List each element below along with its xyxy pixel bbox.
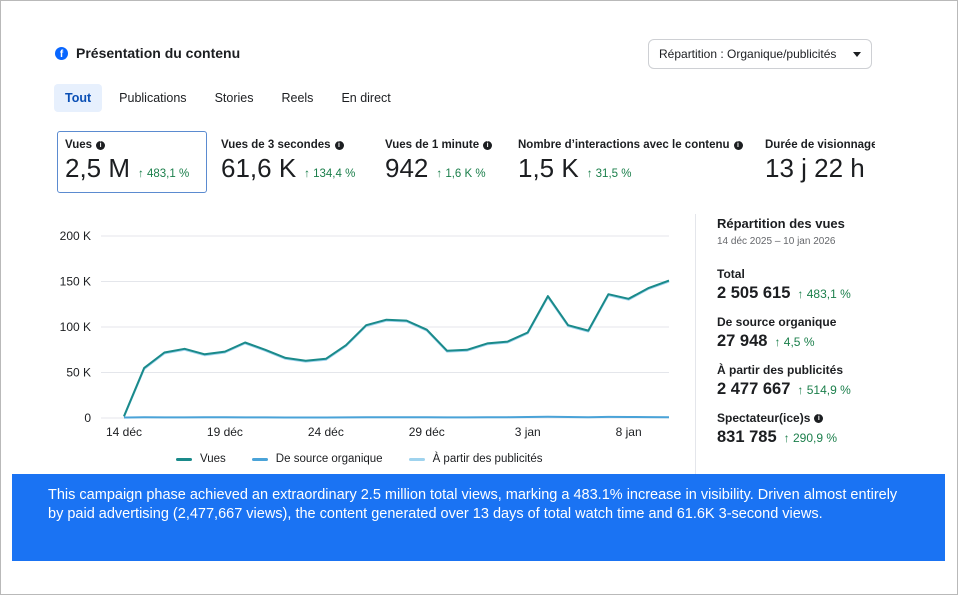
- stat-label: Spectateur(ice)s: [717, 411, 811, 425]
- legend-swatch: [176, 457, 192, 461]
- metric-label: Vues de 1 minute: [385, 139, 480, 151]
- panel-title: Répartition des vues: [717, 216, 845, 231]
- info-icon[interactable]: i: [733, 140, 743, 150]
- legend-item-organique[interactable]: De source organique: [251, 453, 383, 465]
- stat-value: 2 505 615: [717, 284, 791, 302]
- metric-change: ↑ 483,1 %: [138, 168, 190, 180]
- metric-label-row: Vues de 3 secondes i: [221, 139, 355, 151]
- legend-label: De source organique: [275, 453, 383, 465]
- stat-row: 831 785 ↑ 290,9 %: [717, 428, 957, 447]
- stat-change: ↑ 483,1 %: [797, 287, 851, 301]
- tab-publications[interactable]: Publications: [119, 91, 187, 105]
- stat-organic: De source organique 27 948 ↑ 4,5 %: [717, 315, 957, 351]
- stat-value: 2 477 667: [717, 380, 791, 398]
- legend-item-vues[interactable]: Vues: [176, 453, 226, 465]
- metric-value: 61,6 K: [221, 153, 297, 183]
- metric-change: ↑ 1,6 K %: [436, 168, 486, 180]
- stat-change: ↑ 290,9 %: [783, 431, 838, 445]
- metric-label-row: Durée de visionnage: [765, 139, 875, 151]
- content-type-tabs: Tout Publications Stories Reels En direc…: [54, 84, 408, 112]
- legend-swatch: [408, 457, 425, 461]
- metric-card-watch-time[interactable]: Durée de visionnage 13 j 22 h: [765, 131, 875, 193]
- stat-row: 2 477 667 ↑ 514,9 %: [717, 380, 957, 399]
- y-tick-label: 200 K: [60, 229, 91, 243]
- y-tick-label: 0: [84, 411, 91, 425]
- chevron-down-icon: [853, 51, 861, 57]
- panel-date-range: 14 déc 2025 – 10 jan 2026: [717, 236, 836, 247]
- y-tick-label: 100 K: [60, 320, 91, 334]
- tab-en-direct[interactable]: En direct: [341, 91, 391, 105]
- metric-label-row: Vues i: [65, 139, 199, 151]
- summary-caption: This campaign phase achieved an extraord…: [12, 474, 945, 561]
- metric-value: 2,5 M: [65, 153, 131, 183]
- metric-label: Vues de 3 secondes: [221, 139, 331, 151]
- legend-item-publicites[interactable]: À partir des publicités: [408, 453, 543, 465]
- x-tick-label: 29 déc: [409, 425, 445, 439]
- y-tick-label: 150 K: [60, 275, 91, 289]
- metric-card-vues-3s[interactable]: Vues de 3 secondes i 61,6 K ↑ 134,4 %: [221, 131, 355, 193]
- page-header: f Présentation du contenu: [55, 45, 240, 61]
- legend-swatch: [251, 457, 268, 461]
- panel-divider: [695, 214, 696, 476]
- info-icon[interactable]: i: [483, 140, 493, 150]
- metric-row: 13 j 22 h: [765, 153, 875, 184]
- stat-value: 27 948: [717, 332, 768, 350]
- x-tick-label: 24 déc: [308, 425, 344, 439]
- info-icon[interactable]: i: [814, 413, 824, 423]
- legend-label: Vues: [200, 453, 226, 465]
- metric-label: Nombre d’interactions avec le contenu: [518, 139, 730, 151]
- stat-label-row: Spectateur(ice)s i: [717, 411, 957, 425]
- x-tick-label: 3 jan: [515, 425, 541, 439]
- views-line-chart: 200 K 150 K 100 K 50 K 0 14 déc 19 déc 24 déc 29…: [60, 229, 670, 439]
- facebook-icon: f: [55, 46, 68, 60]
- stat-viewers: Spectateur(ice)s i 831 785 ↑ 290,9 %: [717, 411, 957, 447]
- metric-row: 1,5 K ↑ 31,5 %: [518, 153, 743, 184]
- metric-value: 1,5 K: [518, 153, 579, 183]
- metric-value: 13 j 22 h: [765, 153, 865, 183]
- x-tick-label: 8 jan: [616, 425, 642, 439]
- info-icon[interactable]: i: [334, 140, 344, 150]
- metric-label: Durée de visionnage: [765, 139, 875, 151]
- views-breakdown-panel: Répartition des vues 14 déc 2025 – 10 ja…: [717, 216, 957, 447]
- stat-change: ↑ 514,9 %: [797, 383, 851, 397]
- metric-card-vues-1min[interactable]: Vues de 1 minute i 942 ↑ 1,6 K %: [385, 131, 493, 193]
- y-tick-label: 50 K: [66, 366, 91, 380]
- metric-label-row: Nombre d’interactions avec le contenu i: [518, 139, 743, 151]
- series-line-1: [123, 415, 670, 419]
- stat-value: 831 785: [717, 428, 777, 446]
- stat-label: De source organique: [717, 315, 837, 329]
- stat-ads: À partir des publicités 2 477 667 ↑ 514,…: [717, 363, 957, 399]
- metric-card-vues[interactable]: Vues i 2,5 M ↑ 483,1 %: [57, 131, 207, 193]
- metric-value: 942: [385, 153, 429, 183]
- series-line-2: [123, 280, 670, 417]
- x-tick-label: 19 déc: [207, 425, 243, 439]
- metric-row: 2,5 M ↑ 483,1 %: [65, 153, 199, 184]
- metric-row: 61,6 K ↑ 134,4 %: [221, 153, 355, 184]
- stat-row: 27 948 ↑ 4,5 %: [717, 332, 957, 351]
- page-title: Présentation du contenu: [76, 45, 241, 61]
- breakdown-dropdown[interactable]: Répartition : Organique/publicités: [648, 39, 872, 69]
- tab-tout[interactable]: Tout: [54, 84, 103, 112]
- metric-change: ↑ 31,5 %: [586, 168, 632, 180]
- tab-reels[interactable]: Reels: [281, 91, 314, 105]
- stat-row: 2 505 615 ↑ 483,1 %: [717, 284, 957, 303]
- metric-label-row: Vues de 1 minute i: [385, 139, 493, 151]
- series-line-0: [123, 279, 670, 417]
- stat-total: Total 2 505 615 ↑ 483,1 %: [717, 267, 957, 303]
- stat-label: À partir des publicités: [717, 363, 844, 377]
- breakdown-dropdown-label: Répartition : Organique/publicités: [659, 47, 837, 61]
- legend-label: À partir des publicités: [432, 453, 543, 465]
- metric-row: 942 ↑ 1,6 K %: [385, 153, 492, 184]
- metric-label: Vues: [65, 139, 93, 151]
- stat-change: ↑ 4,5 %: [774, 335, 815, 349]
- info-icon[interactable]: i: [96, 140, 106, 150]
- stat-label: Total: [717, 267, 745, 281]
- x-tick-label: 14 déc: [106, 425, 142, 439]
- tab-stories[interactable]: Stories: [214, 91, 254, 105]
- metric-card-interactions[interactable]: Nombre d’interactions avec le contenu i …: [518, 131, 743, 193]
- chart-legend: Vues De source organique À partir des pu…: [176, 453, 569, 465]
- metric-change: ↑ 134,4 %: [304, 168, 356, 180]
